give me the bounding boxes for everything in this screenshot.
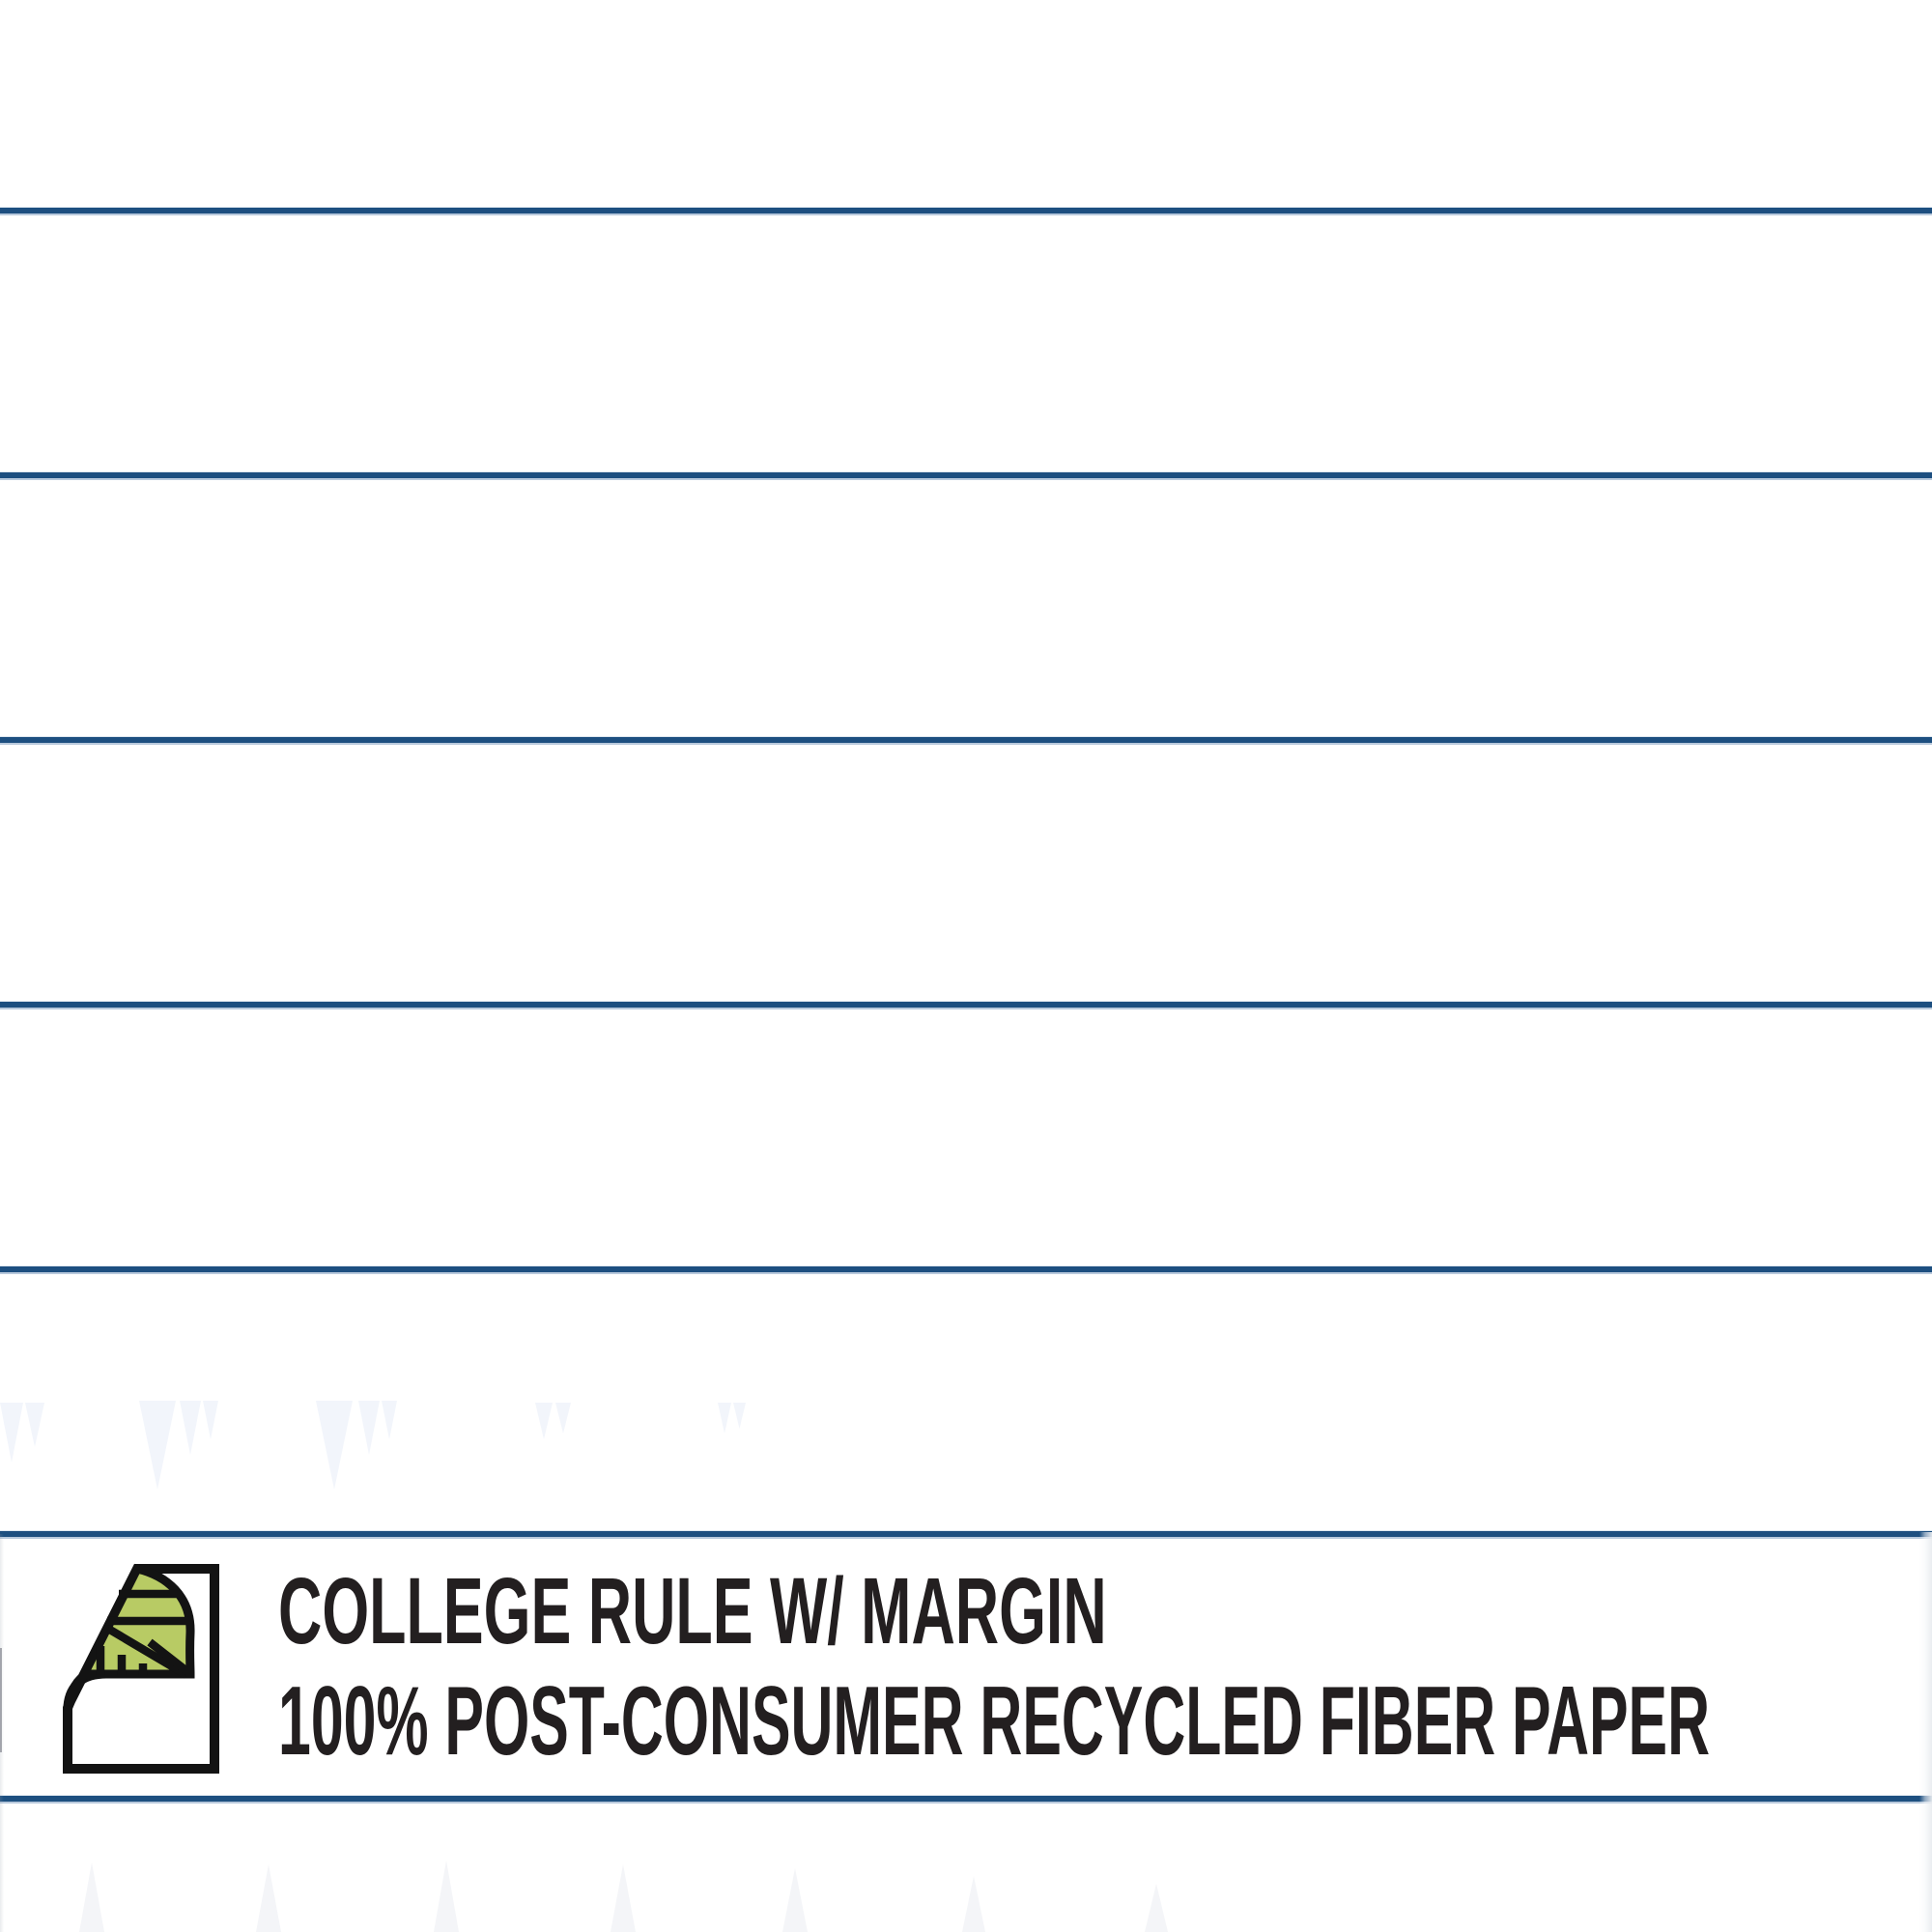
rule-line	[0, 1002, 1932, 1008]
ghost-mark	[139, 1401, 176, 1490]
ghost-spike	[256, 1864, 281, 1932]
ghost-spike	[79, 1862, 104, 1932]
ghost-spike	[1145, 1884, 1168, 1932]
banner-line2: 100% POST-CONSUMER RECYCLED FIBER PAPER	[278, 1667, 1711, 1776]
ghost-mark	[25, 1403, 44, 1447]
ghost-spike	[434, 1861, 459, 1932]
recycled-fiber-paper-icon	[63, 1563, 219, 1774]
rule-line	[0, 1266, 1932, 1272]
sheet-left-edge-shadow	[0, 1648, 2, 1752]
ghost-spike	[962, 1876, 985, 1932]
rule-line	[0, 472, 1932, 478]
banner-line1: COLLEGE RULE W/ MARGIN	[278, 1558, 1107, 1663]
sheet-left-edge	[0, 1534, 4, 1932]
rule-line	[0, 208, 1932, 213]
ghost-mark	[180, 1401, 201, 1455]
leaf-veins	[96, 1589, 192, 1679]
ghost-mark	[555, 1403, 571, 1434]
ghost-mark	[0, 1403, 23, 1463]
ghost-mark	[316, 1401, 353, 1490]
rule-line	[0, 737, 1932, 743]
sheet-right-edge	[1919, 1532, 1932, 1932]
ghost-mark	[358, 1401, 380, 1455]
ghost-mark	[733, 1403, 746, 1429]
rule-line	[0, 1796, 1932, 1802]
ghost-mark	[382, 1401, 397, 1439]
rule-line	[0, 1531, 1932, 1537]
ghost-spike	[782, 1868, 808, 1932]
ghost-mark	[535, 1403, 553, 1439]
ghost-spike	[611, 1864, 636, 1932]
ghost-mark	[203, 1401, 218, 1439]
ghost-mark	[718, 1403, 731, 1434]
